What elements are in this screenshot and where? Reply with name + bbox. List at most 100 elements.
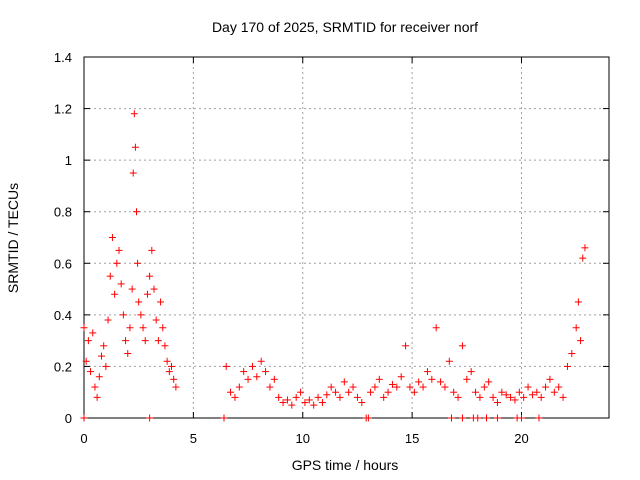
data-point bbox=[537, 393, 545, 401]
data-point bbox=[458, 414, 466, 422]
data-point bbox=[375, 375, 383, 383]
data-point bbox=[493, 414, 501, 422]
y-tick-label: 0.4 bbox=[54, 308, 72, 323]
data-point bbox=[240, 368, 248, 376]
data-point bbox=[450, 388, 458, 396]
data-points bbox=[80, 110, 589, 422]
data-point bbox=[406, 383, 414, 391]
data-point bbox=[489, 393, 497, 401]
data-point bbox=[384, 388, 392, 396]
data-point bbox=[87, 368, 95, 376]
data-point bbox=[476, 393, 484, 401]
data-point bbox=[143, 290, 151, 298]
data-point bbox=[349, 383, 357, 391]
data-point bbox=[139, 324, 147, 332]
data-point bbox=[511, 396, 519, 404]
data-point bbox=[270, 375, 278, 383]
data-point bbox=[262, 368, 270, 376]
data-point bbox=[572, 324, 580, 332]
data-point bbox=[542, 383, 550, 391]
data-point bbox=[367, 388, 375, 396]
data-point bbox=[480, 383, 488, 391]
y-tick-label: 1.2 bbox=[54, 102, 72, 117]
data-point bbox=[279, 399, 287, 407]
data-point bbox=[106, 272, 114, 280]
data-point bbox=[393, 383, 401, 391]
data-point bbox=[574, 298, 582, 306]
data-point bbox=[172, 383, 180, 391]
data-point bbox=[568, 350, 576, 358]
data-point bbox=[371, 383, 379, 391]
data-point bbox=[244, 375, 252, 383]
data-point bbox=[364, 414, 372, 422]
data-point bbox=[310, 401, 318, 409]
data-point bbox=[467, 368, 475, 376]
data-point bbox=[126, 324, 134, 332]
data-point bbox=[91, 383, 99, 391]
data-point bbox=[227, 388, 235, 396]
data-point bbox=[474, 414, 482, 422]
data-point bbox=[80, 324, 88, 332]
data-point bbox=[119, 311, 127, 319]
data-point bbox=[437, 378, 445, 386]
data-point bbox=[288, 401, 296, 409]
data-point bbox=[115, 246, 123, 254]
data-point bbox=[168, 362, 175, 370]
x-axis-label: GPS time / hours bbox=[292, 457, 399, 473]
x-tick-label: 5 bbox=[190, 431, 197, 446]
data-point bbox=[463, 375, 471, 383]
data-point bbox=[128, 285, 136, 293]
data-point bbox=[150, 285, 158, 293]
data-point bbox=[122, 337, 130, 345]
data-point bbox=[275, 393, 283, 401]
data-point bbox=[235, 383, 243, 391]
data-point bbox=[148, 246, 156, 254]
data-point bbox=[358, 399, 366, 407]
data-point bbox=[231, 393, 239, 401]
data-point bbox=[498, 388, 506, 396]
data-point bbox=[222, 362, 230, 370]
y-tick-label: 0 bbox=[65, 411, 72, 426]
data-point bbox=[410, 388, 418, 396]
data-point bbox=[397, 373, 405, 381]
data-point bbox=[95, 373, 103, 381]
data-point bbox=[555, 383, 563, 391]
data-point bbox=[581, 244, 589, 252]
data-point bbox=[559, 393, 567, 401]
data-point bbox=[146, 414, 154, 422]
data-point bbox=[448, 414, 455, 422]
data-point bbox=[161, 342, 169, 350]
data-point bbox=[165, 368, 173, 376]
data-point bbox=[546, 375, 554, 383]
data-point bbox=[111, 290, 119, 298]
y-tick-label: 1.4 bbox=[54, 50, 72, 65]
data-point bbox=[515, 388, 523, 396]
x-tick-label: 20 bbox=[514, 431, 528, 446]
data-point bbox=[131, 143, 139, 151]
data-point bbox=[137, 311, 145, 319]
data-point bbox=[493, 399, 501, 407]
data-point bbox=[524, 383, 532, 391]
data-point bbox=[104, 316, 112, 324]
data-point bbox=[283, 396, 291, 404]
grid-lines bbox=[84, 57, 609, 418]
data-point bbox=[266, 383, 274, 391]
data-point bbox=[353, 393, 361, 401]
data-point bbox=[253, 373, 261, 381]
y-tick-label: 0.6 bbox=[54, 256, 72, 271]
data-point bbox=[533, 388, 541, 396]
data-point bbox=[124, 350, 132, 358]
data-point bbox=[535, 414, 543, 422]
data-point bbox=[80, 414, 88, 422]
data-point bbox=[93, 393, 101, 401]
data-point bbox=[528, 391, 536, 399]
data-point bbox=[550, 388, 558, 396]
data-point bbox=[134, 259, 142, 267]
data-point bbox=[577, 337, 585, 345]
data-point bbox=[332, 388, 340, 396]
y-tick-label: 1 bbox=[65, 153, 72, 168]
data-point bbox=[220, 414, 228, 422]
y-tick-labels: 0 0.2 0.4 0.6 0.8 1 1.2 1.4 bbox=[54, 50, 72, 426]
data-point bbox=[133, 208, 140, 216]
